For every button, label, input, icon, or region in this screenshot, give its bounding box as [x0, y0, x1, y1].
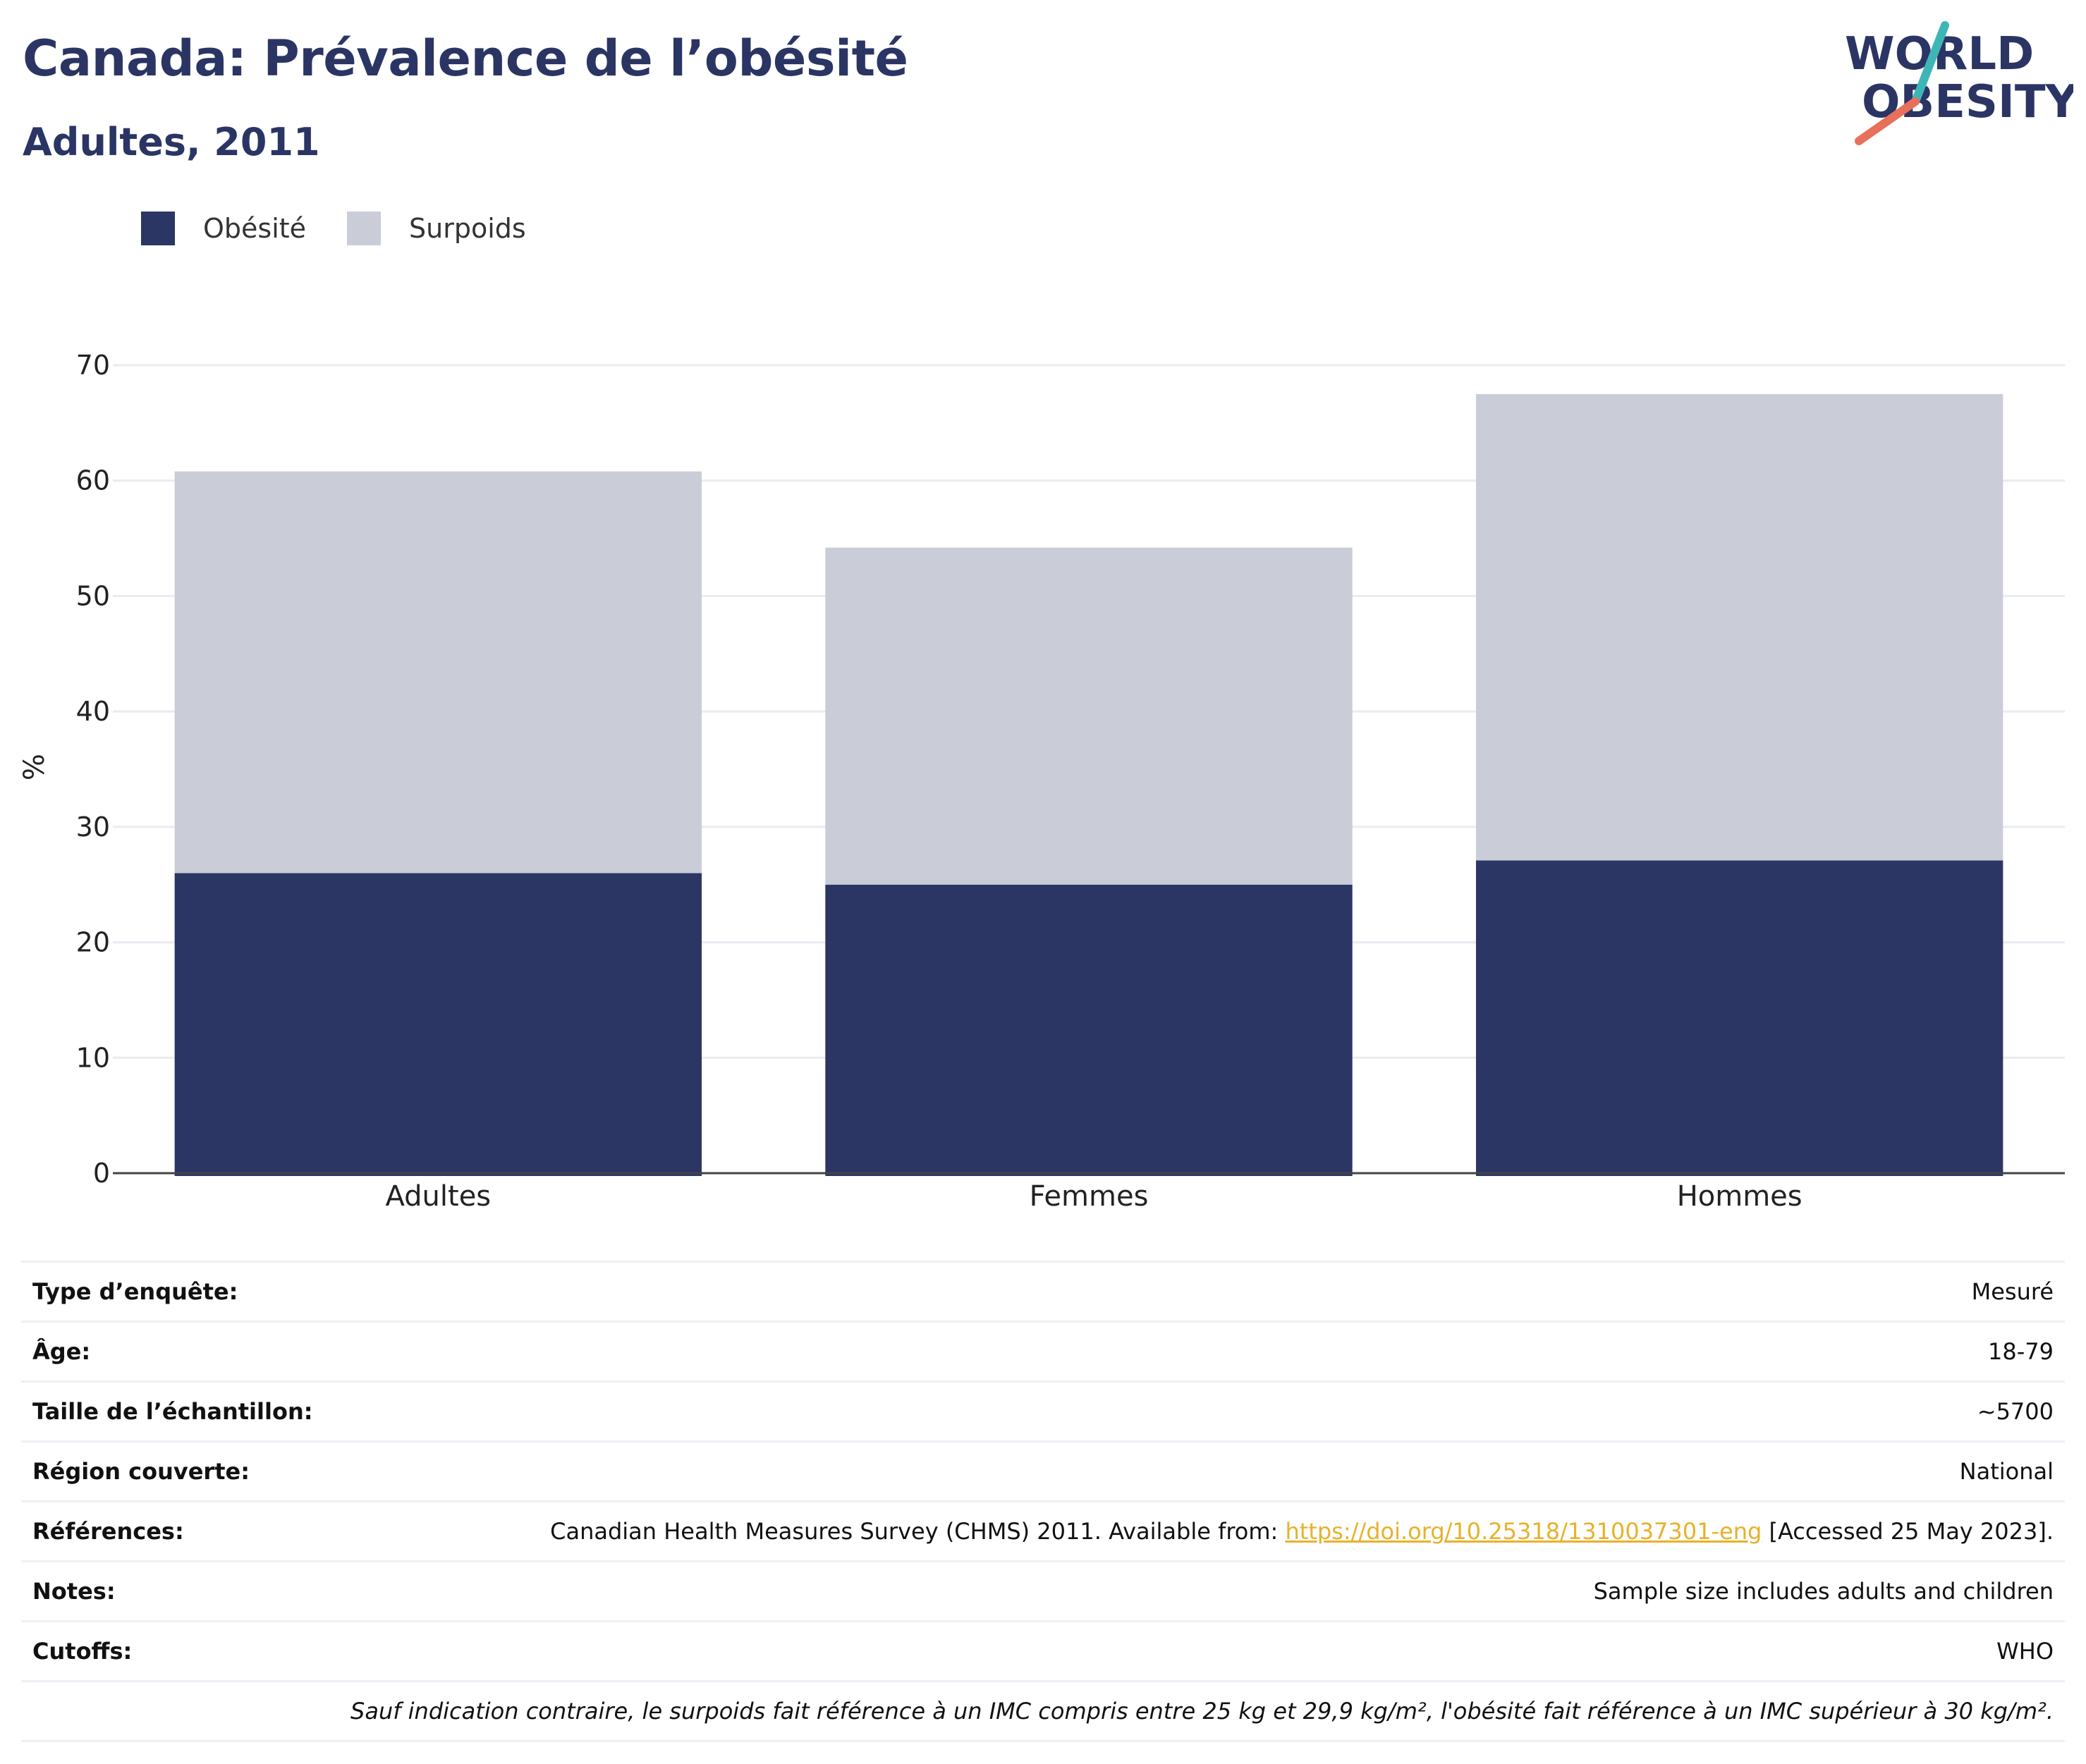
chart-legend: Obésité Surpoids — [141, 210, 567, 247]
info-value: 18-79 — [439, 1321, 2065, 1382]
y-tick-label: 60 — [76, 465, 110, 496]
legend-swatch-obesite — [141, 212, 175, 245]
info-value: National — [439, 1440, 2065, 1502]
info-label: Notes: — [21, 1560, 439, 1622]
legend-label-surpoids: Surpoids — [409, 213, 526, 244]
table-row: Type d’enquête: Mesuré — [21, 1261, 2065, 1322]
info-label: Âge: — [21, 1321, 439, 1382]
reference-text: Canadian Health Measures Survey (CHMS) 2… — [550, 1518, 1286, 1545]
bmi-footnote: Sauf indication contraire, le surpoids f… — [21, 1680, 2065, 1742]
info-label: Cutoffs: — [21, 1620, 439, 1682]
y-tick-label: 30 — [76, 811, 110, 843]
info-value: Sample size includes adults and children — [439, 1560, 2065, 1622]
y-axis-label: % — [18, 754, 51, 780]
survey-info-table: Type d’enquête: Mesuré Âge: 18-79 Taille… — [21, 1261, 2065, 1742]
info-label: Taille de l’échantillon: — [21, 1380, 439, 1442]
info-label: Type d’enquête: — [21, 1261, 439, 1322]
y-tick-label: 70 — [76, 350, 110, 381]
x-tick-label: Hommes — [1677, 1180, 1803, 1213]
x-tick-label: Femmes — [1030, 1180, 1149, 1213]
references-value: Canadian Health Measures Survey (CHMS) 2… — [439, 1500, 2065, 1562]
y-tick-label: 40 — [76, 696, 110, 727]
table-row: Références: Canadian Health Measures Sur… — [21, 1500, 2065, 1562]
info-value: ~5700 — [439, 1380, 2065, 1442]
y-tick-labels: 0 10 20 30 40 50 60 70 — [76, 350, 110, 1189]
table-row: Cutoffs: WHO — [21, 1620, 2065, 1682]
info-value: Mesuré — [439, 1261, 2065, 1322]
x-tick-labels: Adultes Femmes Hommes — [386, 1180, 1803, 1213]
slash-mark-icon-coral — [1855, 97, 1920, 145]
bar-obesite-hommes[interactable] — [1475, 860, 2003, 1176]
reference-accessed: [Accessed 25 May 2023]. — [1762, 1518, 2054, 1545]
bar-surpoids-femmes[interactable] — [825, 547, 1353, 885]
info-value: WHO — [439, 1620, 2065, 1682]
table-row: Sauf indication contraire, le surpoids f… — [21, 1680, 2065, 1742]
x-tick-label: Adultes — [386, 1180, 492, 1213]
bar-chart: 0 10 20 30 40 50 60 70 % Adultes Femmes Hommes — [18, 350, 2065, 1213]
y-tick-label: 10 — [76, 1042, 110, 1073]
legend-item-obesite[interactable]: Obésité — [141, 212, 306, 245]
world-obesity-logo: WORLD OBESITY — [1845, 21, 2073, 145]
y-tick-label: 0 — [93, 1158, 110, 1189]
table-row: Région couverte: National — [21, 1440, 2065, 1502]
reference-link[interactable]: https://doi.org/10.25318/1310037301-eng — [1285, 1518, 1762, 1545]
table-row: Notes: Sample size includes adults and c… — [21, 1560, 2065, 1622]
page-subtitle: Adultes, 2011 — [23, 120, 320, 164]
page-title: Canada: Prévalence de l’obésité — [23, 30, 908, 87]
table-row: Âge: 18-79 — [21, 1321, 2065, 1382]
bar-surpoids-adultes[interactable] — [174, 471, 702, 874]
info-label: Région couverte: — [21, 1440, 439, 1502]
y-tick-label: 50 — [76, 580, 110, 611]
bar-obesite-adultes[interactable] — [174, 873, 702, 1176]
legend-swatch-surpoids — [347, 212, 382, 245]
legend-item-surpoids[interactable]: Surpoids — [347, 212, 526, 245]
bars — [174, 393, 2003, 1176]
slash-mark-icon-teal — [1911, 21, 1949, 106]
table-row: Taille de l’échantillon: ~5700 — [21, 1380, 2065, 1442]
y-tick-label: 20 — [76, 927, 110, 958]
info-label: Références: — [21, 1500, 439, 1562]
bar-obesite-femmes[interactable] — [825, 884, 1353, 1176]
bar-surpoids-hommes[interactable] — [1475, 393, 2003, 861]
logo-line2: OBESITY — [1862, 76, 2073, 128]
legend-label-obesite: Obésité — [203, 213, 307, 244]
